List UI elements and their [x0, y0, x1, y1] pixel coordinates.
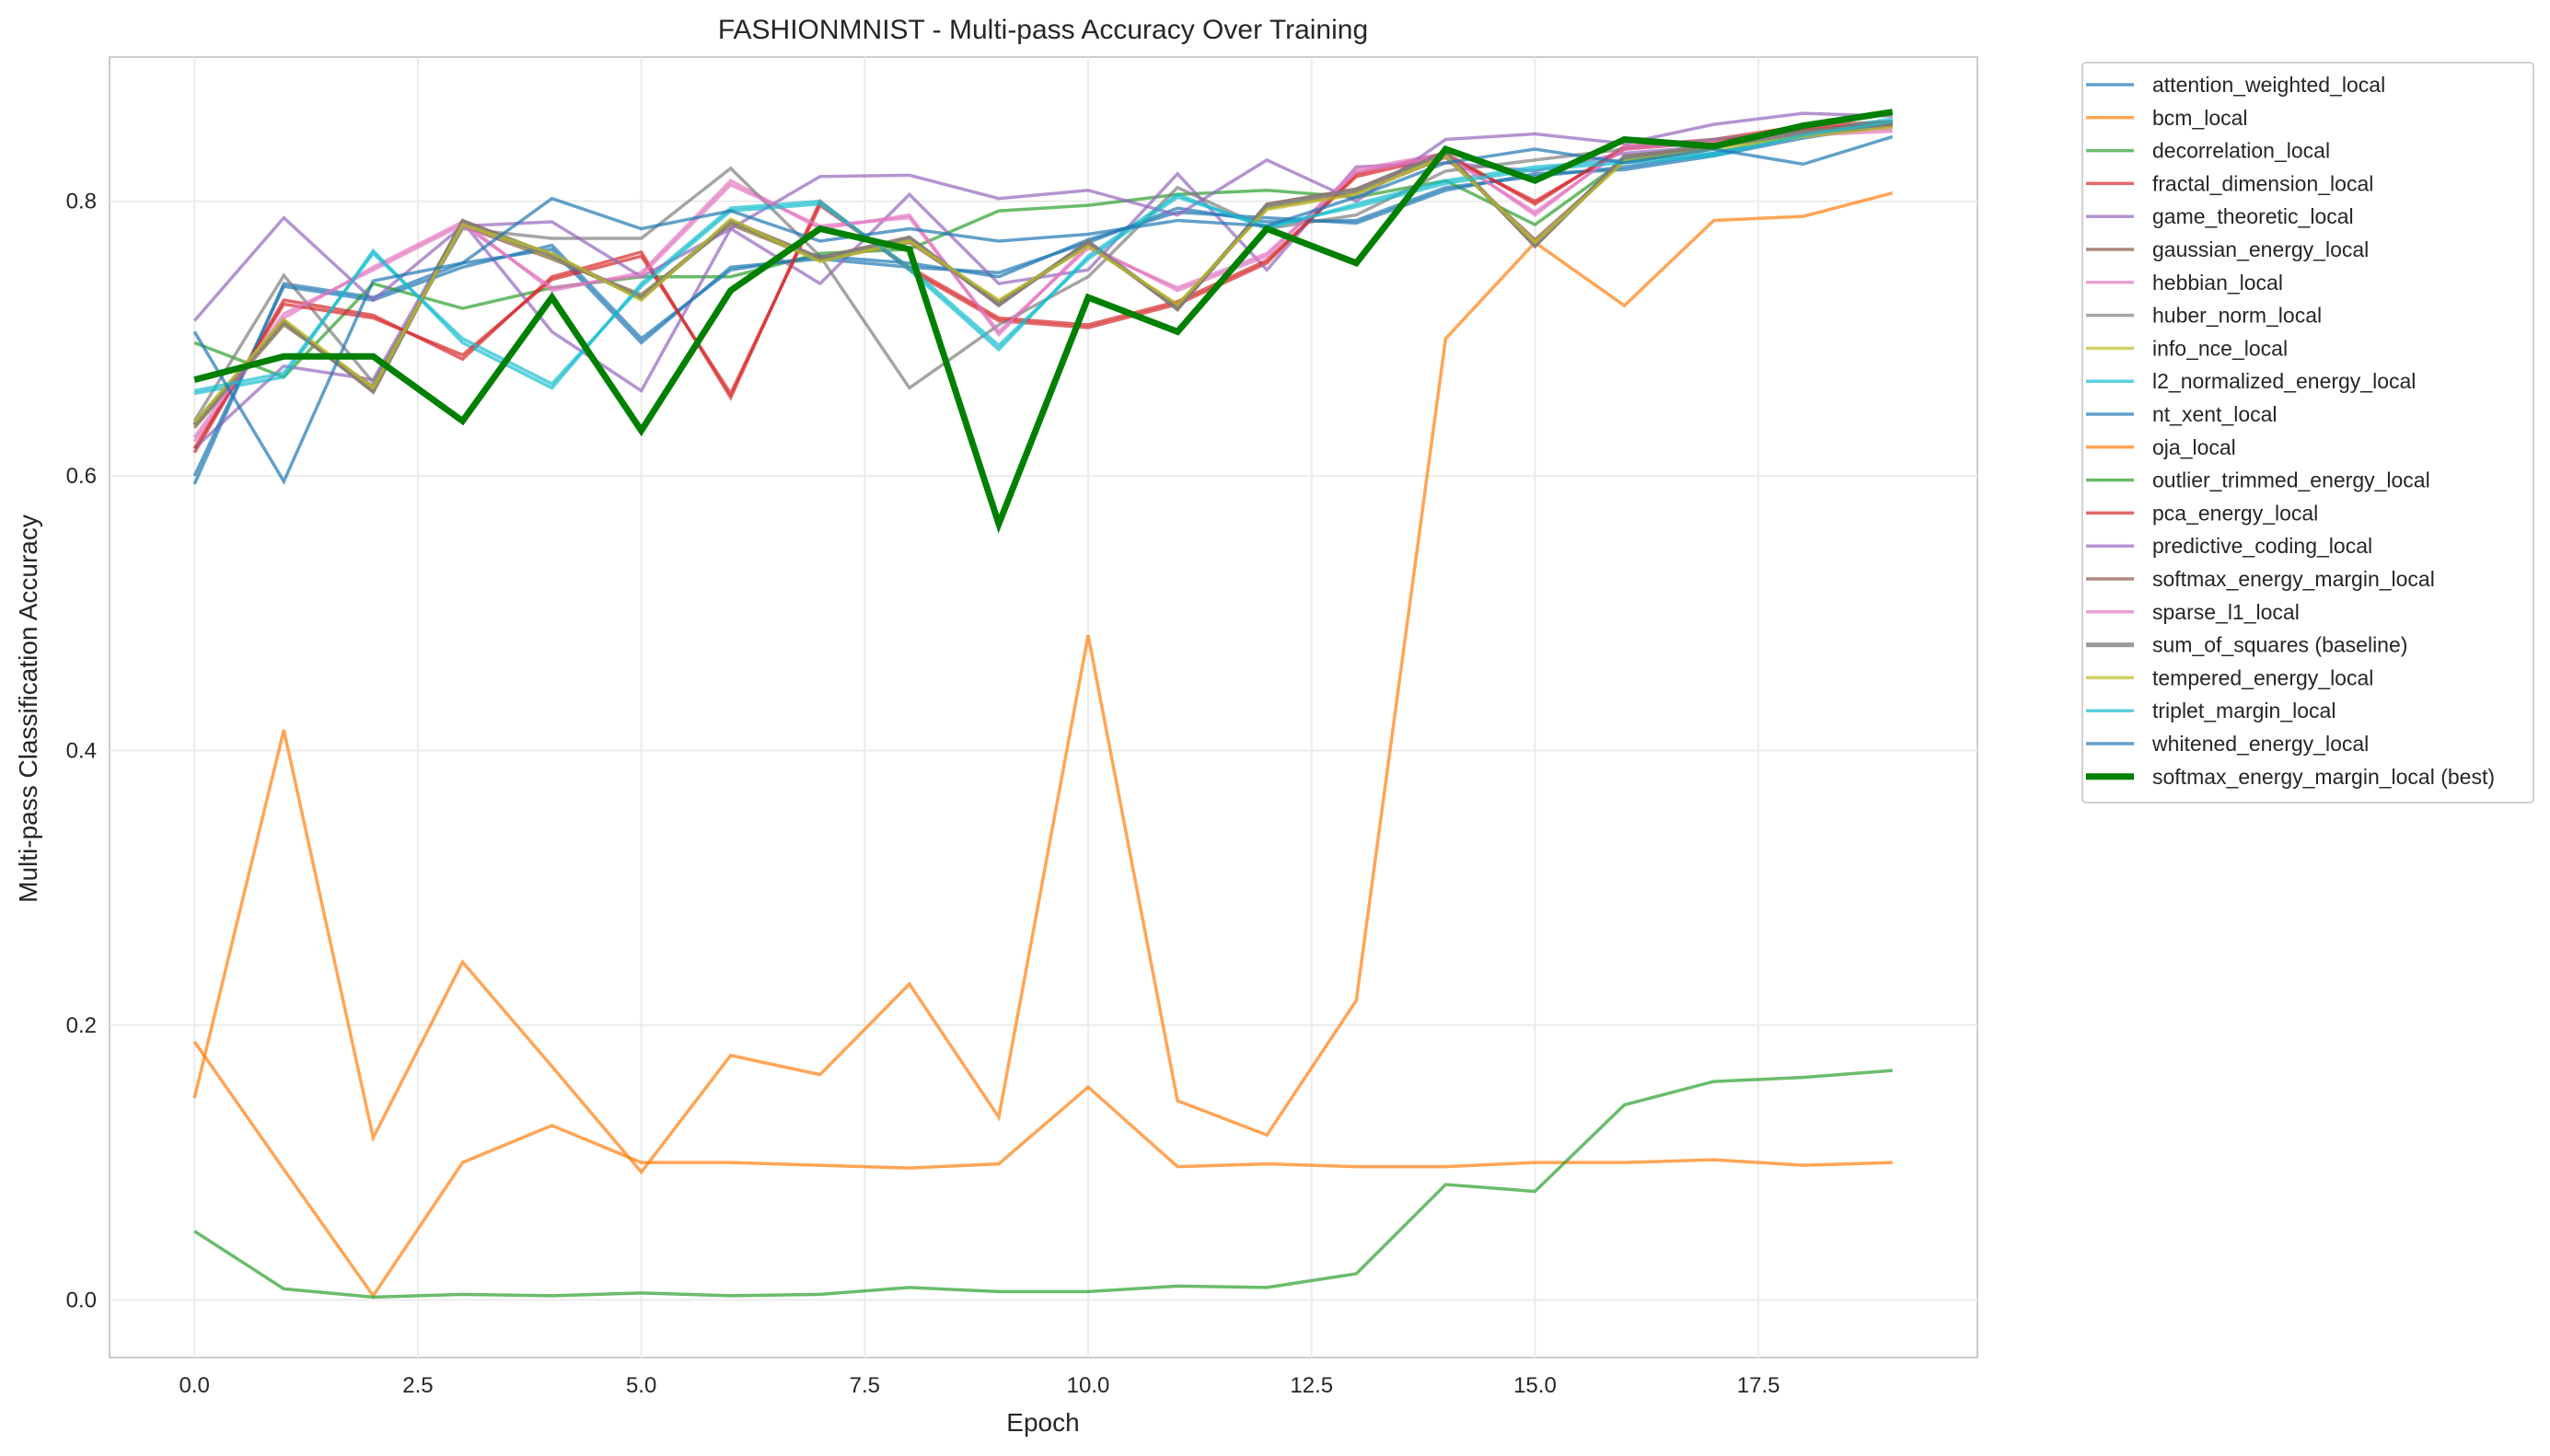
- chart-title: FASHIONMNIST - Multi-pass Accuracy Over …: [718, 15, 1368, 45]
- legend-label: sparse_l1_local: [2152, 600, 2300, 624]
- legend-label: triplet_margin_local: [2152, 699, 2336, 722]
- series-lines: [192, 109, 1894, 1300]
- x-tick-label: 5.0: [626, 1373, 656, 1398]
- x-axis-label: Epoch: [1006, 1408, 1079, 1437]
- legend-label: game_theoretic_local: [2152, 204, 2354, 228]
- y-tick-label: 0.2: [66, 1013, 97, 1038]
- legend-label: bcm_local: [2152, 106, 2248, 130]
- series-line-triplet-margin-local: [193, 120, 1894, 393]
- legend-label: predictive_coding_local: [2152, 534, 2372, 558]
- plot-area: [109, 56, 1978, 1358]
- x-tick-label: 2.5: [402, 1373, 433, 1398]
- legend-label: info_nce_local: [2152, 336, 2288, 360]
- grid: [110, 57, 1977, 1358]
- x-tick-label: 10.0: [1067, 1373, 1110, 1398]
- legend-label: hebbian_local: [2152, 271, 2283, 295]
- series-line-outlier-trimmed-energy-local: [193, 1069, 1893, 1300]
- legend-label: huber_norm_local: [2152, 304, 2322, 328]
- legend-box: [2081, 62, 2534, 803]
- x-tick-label: 17.5: [1737, 1373, 1780, 1398]
- x-tick-label: 7.5: [850, 1373, 880, 1398]
- legend-label: softmax_energy_margin_local: [2152, 567, 2435, 591]
- y-tick-label: 0.6: [66, 464, 97, 489]
- x-tick-label: 0.0: [180, 1373, 210, 1398]
- legend-label: fractal_dimension_local: [2152, 171, 2373, 195]
- legend-label: oja_local: [2152, 435, 2236, 459]
- series-line-whitened-energy-local: [192, 134, 1894, 485]
- legend-label: l2_normalized_energy_local: [2152, 369, 2416, 393]
- legend-label: tempered_energy_local: [2152, 665, 2373, 689]
- y-ticks: 0.0 0.2 0.4 0.6 0.8: [66, 190, 97, 1313]
- legend-label: whitened_energy_local: [2151, 732, 2369, 756]
- series-line-oja-local: [192, 1040, 1893, 1299]
- y-tick-label: 0.4: [66, 739, 97, 764]
- series-line-softmax-energy-margin-local-best-: [193, 109, 1894, 534]
- legend-label: sum_of_squares (baseline): [2152, 633, 2407, 657]
- legend: attention_weighted_local bcm_localdecorre…: [2081, 62, 2534, 803]
- y-tick-label: 0.8: [66, 190, 97, 214]
- series-line-bcm-local: [192, 191, 1894, 1175]
- y-axis-label: Multi-pass Classification Accuracy: [14, 514, 42, 903]
- x-ticks: 0.0 2.5 5.0 7.5 10.0 12.5 15.0 17.5: [180, 1373, 1780, 1398]
- x-tick-label: 12.5: [1290, 1373, 1333, 1398]
- series-line-tempered-energy-local: [192, 125, 1893, 424]
- legend-label: nt_xent_local: [2152, 402, 2278, 426]
- legend-label: softmax_energy_margin_local (best): [2152, 765, 2495, 789]
- legend-label: attention_weighted_local: [2152, 73, 2385, 97]
- x-tick-label: 15.0: [1513, 1373, 1557, 1398]
- legend-label: gaussian_energy_local: [2152, 237, 2369, 261]
- y-tick-label: 0.0: [66, 1288, 97, 1312]
- legend-label: outlier_trimmed_energy_local: [2152, 468, 2430, 492]
- legend-label: pca_energy_local: [2152, 501, 2318, 525]
- legend-label: decorrelation_local: [2152, 139, 2330, 163]
